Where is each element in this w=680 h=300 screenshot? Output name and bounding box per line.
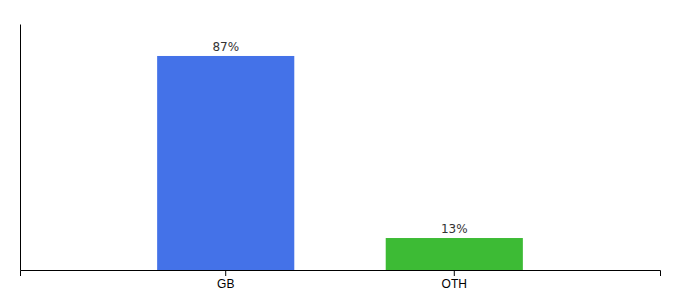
x-tick: OTH	[442, 270, 467, 291]
x-tick-mark	[454, 270, 455, 276]
x-tick: GB	[217, 270, 234, 291]
data-label: 87%	[212, 40, 239, 54]
bar	[386, 238, 523, 270]
chart-svg: GB OTH 87% 13%	[0, 0, 680, 300]
data-labels: 87% 13%	[212, 40, 467, 236]
x-tick-label: OTH	[442, 277, 467, 291]
x-axis-line	[21, 271, 661, 277]
bars	[157, 56, 523, 270]
data-label: 13%	[441, 222, 468, 236]
y-axis	[20, 25, 21, 271]
x-tick-label: GB	[217, 277, 234, 291]
y-axis-line	[20, 25, 21, 271]
x-axis: GB OTH	[21, 270, 661, 291]
bar	[157, 56, 294, 270]
x-tick-mark	[225, 270, 226, 276]
plot: GB OTH 87% 13%	[21, 25, 661, 291]
chart-container: GB OTH 87% 13%	[0, 0, 680, 300]
